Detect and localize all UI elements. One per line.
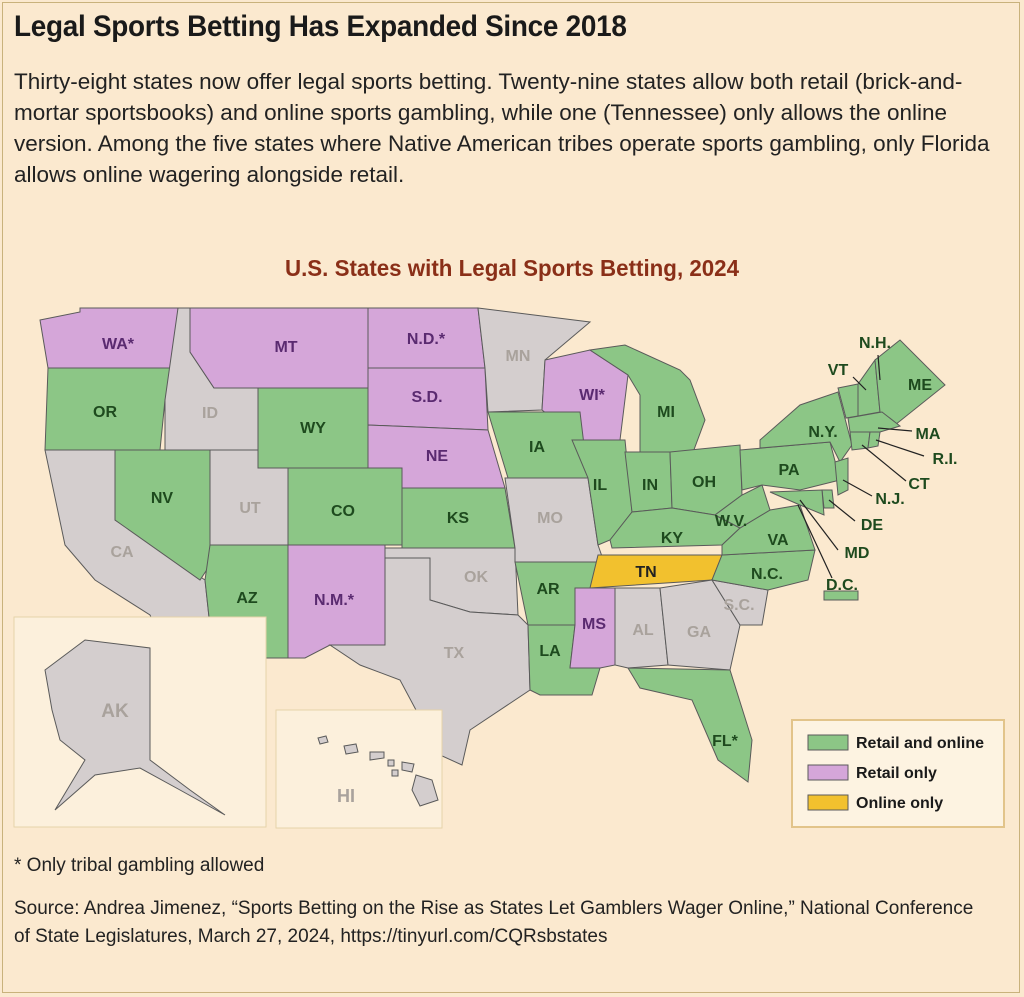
label-ky: KY [661,530,684,547]
label-or: OR [93,404,117,421]
footnote: * Only tribal gambling allowed [14,855,265,876]
label-de: DE [861,517,884,534]
label-sd: S.D. [411,389,442,406]
hawaii-inset [275,709,443,829]
label-al: AL [632,622,654,639]
state-nc [711,549,816,591]
state-de [821,489,835,509]
label-wa: WA* [102,336,135,353]
label-ok: OK [464,569,488,586]
us-map: WA* OR CA ID NV UT AZ MT WY CO N.M.* N.D… [13,307,1005,829]
leader-lines [797,354,925,579]
label-mo: MO [537,510,563,527]
label-tx: TX [444,645,465,662]
state-ri [867,431,881,449]
state-ak [44,639,226,816]
figure-title: Legal Sports Betting Has Expanded Since … [14,10,627,43]
label-ar: AR [536,581,560,598]
label-ma: MA [916,426,941,443]
state-nj [834,457,849,496]
label-ia: IA [529,439,545,456]
label-tn: TN [635,564,656,581]
label-pa: PA [778,462,799,479]
label-fl: FL* [712,733,739,750]
label-vt: VT [828,362,849,379]
label-dc: D.C. [826,577,858,594]
source-citation: Source: Andrea Jimenez, “Sports Betting … [14,898,974,947]
state-fl [627,667,753,783]
label-nj: N.J. [875,491,904,508]
label-oh: OH [692,474,716,491]
label-ks: KS [447,510,470,527]
label-md: MD [845,545,870,562]
state-ct [849,431,871,451]
legend-swatch-retail-only [807,764,849,781]
label-wv: W.V. [715,513,747,530]
state-wv [714,484,771,529]
map-title: U.S. States with Legal Sports Betting, 2… [284,255,740,281]
state-me [874,339,946,426]
legend: Retail and online Retail only Online onl… [791,719,1005,828]
label-ny: N.Y. [808,424,837,441]
label-ca: CA [110,544,134,561]
label-ne: NE [426,448,449,465]
state-ny [759,391,853,463]
state-or [44,367,179,451]
label-mt: MT [274,339,297,356]
legend-label-online-only: Online only [856,795,943,812]
state-tx [328,557,531,766]
label-me: ME [908,377,932,394]
label-nc: N.C. [751,566,783,583]
state-mi [588,344,706,461]
label-wi: WI* [579,387,606,404]
label-nh: N.H. [859,335,891,352]
label-ri: R.I. [933,451,958,468]
label-ms: MS [582,616,606,633]
legend-swatch-online-only [807,794,849,811]
label-ut: UT [239,500,261,517]
state-nv [114,449,211,581]
intro-paragraph: Thirty-eight states now offer legal spor… [14,69,990,187]
label-hi: HI [337,786,355,806]
label-ak: AK [101,701,129,722]
state-al [614,587,669,669]
label-sc: S.C. [723,597,754,614]
label-nv: NV [151,490,174,507]
label-nd: N.D.* [407,331,446,348]
label-wy: WY [300,420,326,437]
label-in: IN [642,477,658,494]
state-hi [317,735,439,807]
legend-label-retail-only: Retail only [856,765,937,782]
state-dc [823,590,859,601]
label-co: CO [331,503,355,520]
label-la: LA [539,643,561,660]
state-md [769,489,825,516]
legend-swatch-retail-online [807,734,849,751]
label-va: VA [767,532,788,549]
state-ga [659,579,741,671]
label-mi: MI [657,404,675,421]
label-il: IL [593,477,607,494]
label-mn: MN [506,348,531,365]
label-az: AZ [236,590,258,607]
label-nm: N.M.* [314,592,355,609]
label-id: ID [202,405,218,422]
label-ct: CT [908,476,930,493]
label-ga: GA [687,624,711,641]
legend-label-retail-online: Retail and online [856,735,984,752]
